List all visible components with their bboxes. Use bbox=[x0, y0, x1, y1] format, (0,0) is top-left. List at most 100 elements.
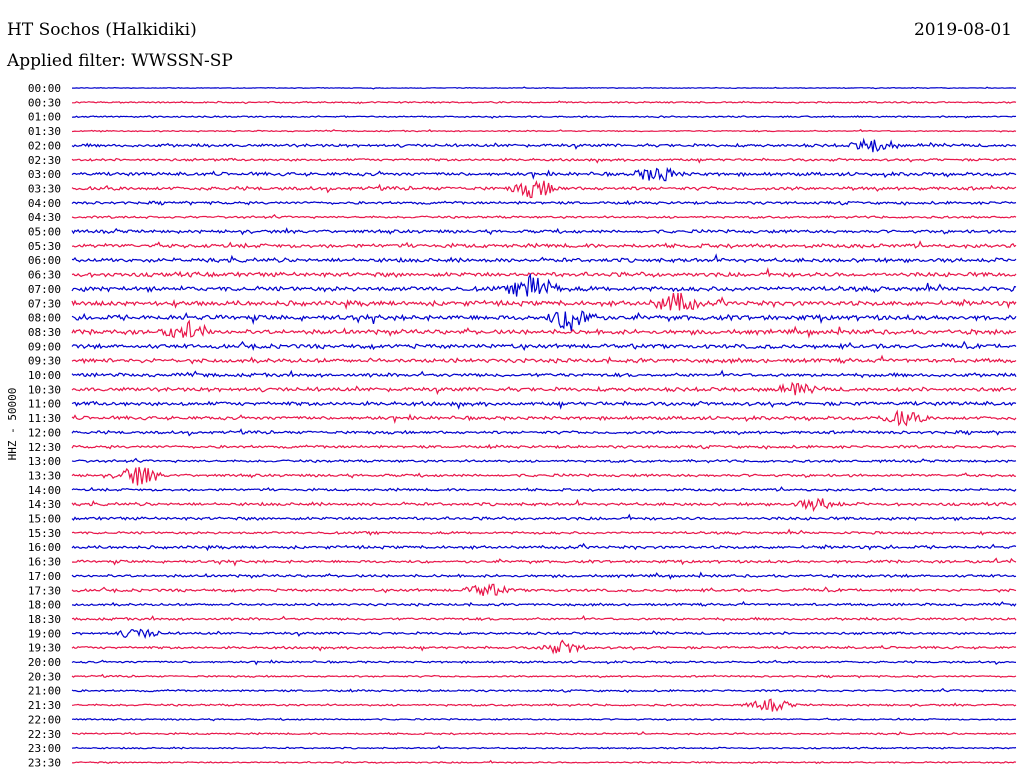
row-time-label: 04:00 bbox=[28, 197, 61, 210]
row-time-label: 22:30 bbox=[28, 728, 61, 741]
seismogram-trace bbox=[71, 698, 1017, 712]
seismogram-trace bbox=[71, 542, 1017, 552]
row-time-label: 08:30 bbox=[28, 326, 61, 339]
row-time-label: 04:30 bbox=[28, 211, 61, 224]
seismogram-trace bbox=[71, 583, 1017, 597]
row-time-label: 23:00 bbox=[28, 742, 61, 755]
row-time-label: 12:30 bbox=[28, 441, 61, 454]
row-time-label: 00:30 bbox=[28, 96, 61, 109]
seismogram-trace bbox=[71, 157, 1017, 164]
row-time-label: 02:30 bbox=[28, 154, 61, 167]
seismogram-trace bbox=[71, 381, 1017, 396]
row-time-label: 16:00 bbox=[28, 541, 61, 554]
seismogram-trace bbox=[71, 600, 1017, 607]
seismogram-trace bbox=[71, 745, 1017, 750]
seismogram-trace bbox=[71, 369, 1017, 379]
seismogram-trace bbox=[71, 528, 1017, 537]
row-time-label: 23:30 bbox=[28, 756, 61, 769]
row-time-label: 18:30 bbox=[28, 613, 61, 626]
row-time-label: 12:00 bbox=[28, 426, 61, 439]
seismogram-trace bbox=[71, 240, 1017, 250]
row-time-label: 11:30 bbox=[28, 412, 61, 425]
seismogram-trace bbox=[71, 199, 1017, 206]
seismogram-trace bbox=[71, 354, 1017, 365]
seismogram-trace bbox=[71, 571, 1017, 580]
seismogram-trace bbox=[71, 659, 1017, 666]
row-time-label: 20:30 bbox=[28, 670, 61, 683]
row-time-label: 22:00 bbox=[28, 713, 61, 726]
row-time-label: 05:30 bbox=[28, 240, 61, 253]
row-time-label: 21:00 bbox=[28, 685, 61, 698]
station-title: HT Sochos (Halkidiki) bbox=[7, 20, 197, 40]
seismogram-trace bbox=[71, 628, 1017, 640]
row-time-label: 13:00 bbox=[28, 455, 61, 468]
seismogram-trace bbox=[71, 687, 1017, 694]
channel-label: HHZ - 50000 bbox=[6, 388, 19, 461]
row-time-label: 07:00 bbox=[28, 283, 61, 296]
seismogram-trace bbox=[71, 409, 1017, 427]
seismogram-trace bbox=[71, 717, 1017, 722]
seismogram-trace bbox=[71, 428, 1017, 437]
row-time-label: 13:30 bbox=[28, 469, 61, 482]
row-time-label: 15:30 bbox=[28, 527, 61, 540]
seismogram-trace bbox=[71, 319, 1016, 339]
seismogram-trace bbox=[71, 759, 1017, 765]
row-time-label: 00:00 bbox=[28, 82, 61, 95]
seismogram-trace bbox=[71, 340, 1017, 352]
row-time-label: 09:30 bbox=[28, 355, 61, 368]
seismogram-trace bbox=[71, 467, 1017, 486]
seismogram-trace bbox=[71, 486, 1017, 493]
filter-label: Applied filter: WWSSN-SP bbox=[7, 51, 233, 71]
row-time-label: 10:30 bbox=[28, 383, 61, 396]
seismogram-trace bbox=[71, 137, 1017, 153]
row-time-label: 02:00 bbox=[28, 139, 61, 152]
seismogram-trace bbox=[71, 272, 1017, 297]
seismogram-trace bbox=[72, 86, 1017, 90]
seismogram-trace bbox=[71, 673, 1017, 679]
row-time-label: 06:00 bbox=[28, 254, 61, 267]
trace-group bbox=[71, 86, 1017, 765]
row-time-label: 17:30 bbox=[28, 584, 61, 597]
date-label: 2019-08-01 bbox=[913, 20, 1012, 40]
seismogram-trace bbox=[71, 497, 1017, 513]
seismogram-trace bbox=[71, 266, 1017, 279]
seismogram-trace bbox=[71, 227, 1017, 236]
row-time-label: 18:00 bbox=[28, 599, 61, 612]
seismogram-trace bbox=[72, 100, 1017, 105]
seismogram-trace bbox=[71, 639, 1017, 655]
row-time-label: 03:30 bbox=[28, 182, 61, 195]
row-time-label: 19:00 bbox=[28, 627, 61, 640]
row-time-label: 01:30 bbox=[28, 125, 61, 138]
seismogram-trace bbox=[71, 557, 1017, 567]
seismogram-trace bbox=[71, 443, 1017, 450]
row-time-label: 17:00 bbox=[28, 570, 61, 583]
row-time-label: 21:30 bbox=[28, 699, 61, 712]
seismogram-trace bbox=[71, 457, 1017, 464]
row-time-label: 05:00 bbox=[28, 226, 61, 239]
row-time-label: 09:00 bbox=[28, 340, 61, 353]
row-time-label: 14:00 bbox=[28, 484, 61, 497]
row-time-label: 15:00 bbox=[28, 513, 61, 526]
row-time-label: 06:30 bbox=[28, 269, 61, 282]
seismogram-trace bbox=[71, 115, 1017, 119]
row-time-label: 08:00 bbox=[28, 312, 61, 325]
seismogram-trace bbox=[71, 400, 1017, 410]
seismogram-trace bbox=[71, 731, 1017, 736]
row-time-label: 16:30 bbox=[28, 556, 61, 569]
seismogram-trace bbox=[71, 513, 1016, 522]
row-time-label: 14:30 bbox=[28, 498, 61, 511]
row-time-label: 11:00 bbox=[28, 398, 61, 411]
seismogram-trace bbox=[71, 214, 1017, 220]
row-time-label: 20:00 bbox=[28, 656, 61, 669]
seismogram-trace bbox=[71, 166, 1017, 182]
row-time-label: 01:00 bbox=[28, 111, 61, 124]
seismogram-trace bbox=[71, 128, 1017, 133]
seismogram-trace bbox=[71, 292, 1017, 311]
row-time-label: 19:30 bbox=[28, 642, 61, 655]
row-time-label: 07:30 bbox=[28, 297, 61, 310]
seismogram-trace bbox=[71, 310, 1017, 332]
row-time-label: 10:00 bbox=[28, 369, 61, 382]
seismogram-trace bbox=[71, 253, 1017, 264]
